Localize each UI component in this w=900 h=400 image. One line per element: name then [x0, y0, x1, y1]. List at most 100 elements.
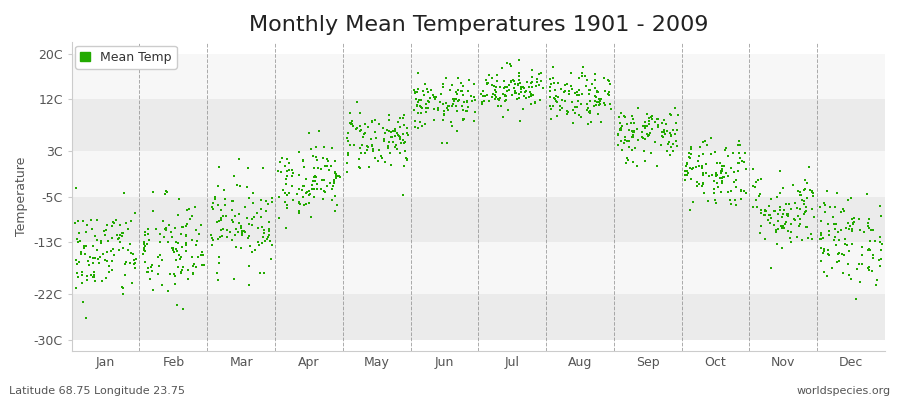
Point [155, 282, 169, 288]
Point [570, 89, 584, 96]
Point [82, 262, 96, 268]
Point [158, 234, 172, 240]
Point [79, 222, 94, 228]
Point [575, 91, 590, 98]
Point [791, 213, 806, 220]
Point [647, 138, 662, 145]
Point [273, 159, 287, 166]
Point [658, 130, 672, 137]
Point [842, 220, 856, 226]
Point [625, 147, 639, 154]
Point [314, 165, 328, 172]
Point [814, 236, 828, 242]
Point [382, 117, 396, 123]
Point [770, 194, 785, 200]
Point [235, 232, 249, 238]
Point [788, 200, 803, 206]
Point [245, 249, 259, 256]
Point [180, 221, 194, 228]
Point [553, 106, 567, 113]
Point [662, 152, 677, 158]
Point [503, 60, 517, 67]
Point [504, 78, 518, 84]
Point [160, 189, 175, 195]
Point [410, 125, 425, 131]
Point [827, 221, 842, 227]
Point [544, 115, 559, 122]
Point [761, 211, 776, 218]
Point [176, 306, 191, 312]
Point [278, 181, 293, 187]
Point [778, 201, 793, 208]
Point [518, 94, 533, 101]
Point [764, 196, 778, 202]
Point [212, 276, 226, 283]
Point [543, 84, 557, 90]
Point [570, 92, 584, 99]
Point [317, 188, 331, 194]
Point [805, 236, 819, 242]
Point [89, 237, 104, 244]
Point [668, 105, 682, 111]
Point [834, 251, 849, 258]
Point [554, 86, 568, 92]
Point [486, 91, 500, 97]
Point [590, 99, 604, 106]
Point [820, 188, 834, 195]
Point [167, 224, 182, 231]
Point [420, 104, 435, 111]
Point [412, 103, 427, 109]
Point [146, 208, 160, 214]
Point [235, 228, 249, 234]
Point [93, 254, 107, 260]
Point [790, 234, 805, 240]
Point [729, 184, 743, 190]
Point [832, 250, 846, 256]
Point [451, 98, 465, 104]
Point [508, 88, 522, 94]
Point [776, 211, 790, 217]
Point [745, 183, 760, 189]
Point [184, 213, 199, 219]
Bar [72, 54, 885, 99]
Point [158, 225, 173, 232]
Point [564, 85, 579, 92]
Point [377, 130, 392, 136]
Point [842, 226, 856, 232]
Point [233, 222, 248, 229]
Point [779, 211, 794, 217]
Point [216, 213, 230, 219]
Point [548, 96, 562, 102]
Point [644, 116, 659, 123]
Point [238, 229, 252, 235]
Point [168, 246, 183, 252]
Point [442, 103, 456, 109]
Point [92, 260, 106, 266]
Point [863, 247, 878, 253]
Point [340, 160, 355, 166]
Point [86, 274, 101, 280]
Point [365, 146, 380, 152]
Point [304, 214, 319, 221]
Point [527, 99, 542, 106]
Point [581, 91, 596, 97]
Bar [72, 151, 885, 197]
Point [175, 266, 189, 273]
Point [128, 264, 142, 271]
Point [290, 190, 304, 197]
Point [614, 127, 628, 133]
Point [174, 269, 188, 275]
Point [419, 86, 434, 93]
Point [437, 112, 452, 118]
Point [746, 204, 760, 210]
Point [69, 284, 84, 291]
Point [615, 146, 629, 153]
Point [410, 103, 424, 109]
Point [167, 270, 182, 277]
Point [729, 176, 743, 183]
Point [588, 98, 602, 104]
Point [456, 116, 471, 122]
Point [239, 214, 254, 221]
Point [642, 132, 656, 138]
Point [666, 141, 680, 148]
